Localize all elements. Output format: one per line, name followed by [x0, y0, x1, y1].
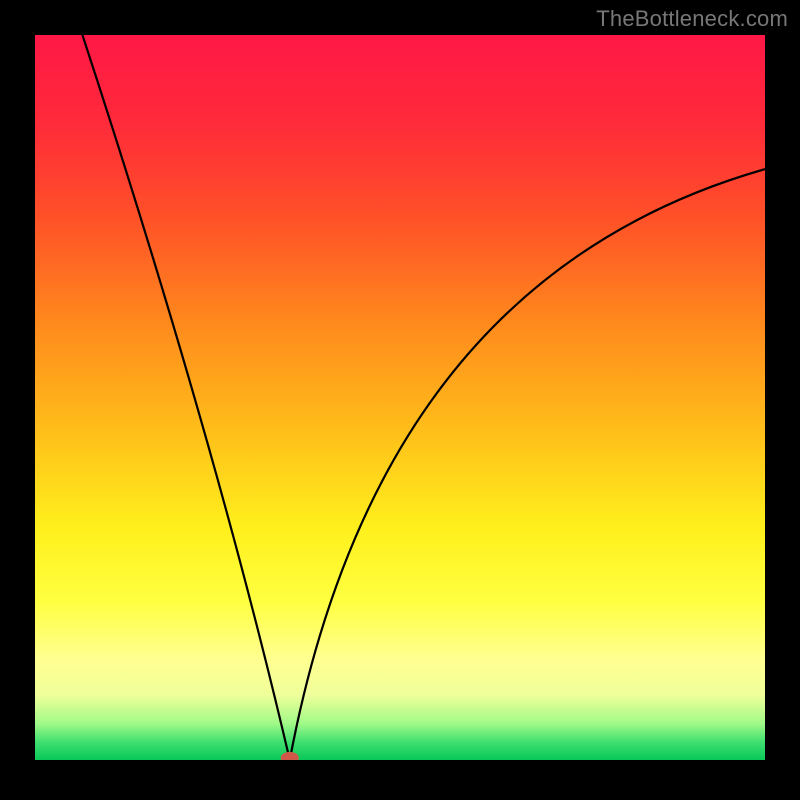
plot-background-gradient: [35, 35, 765, 760]
chart-svg: [0, 0, 800, 800]
watermark-text: TheBottleneck.com: [596, 6, 788, 32]
chart-container: TheBottleneck.com: [0, 0, 800, 800]
